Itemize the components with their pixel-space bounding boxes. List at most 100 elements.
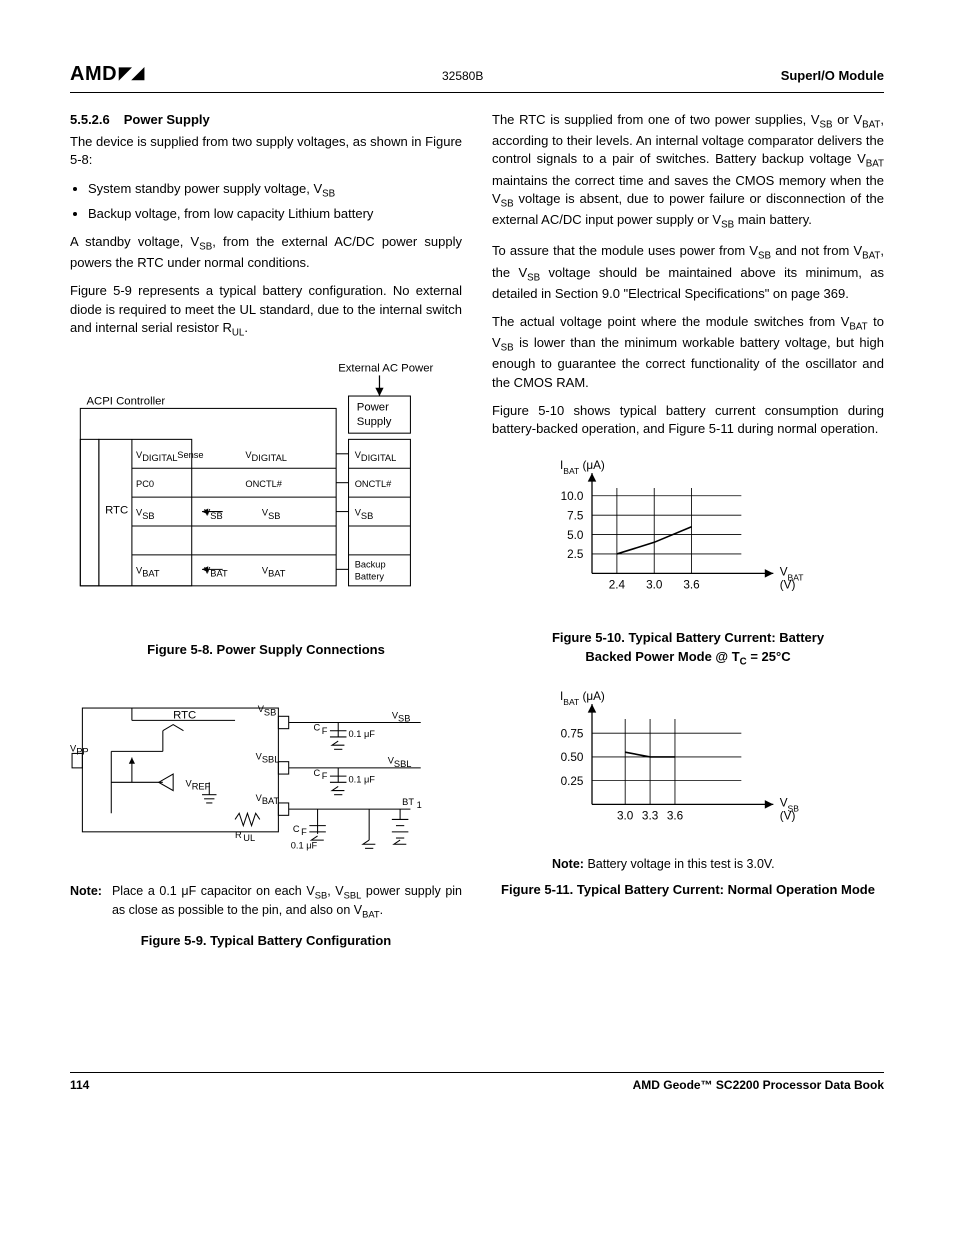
- bullet-list: System standby power supply voltage, VSB…: [88, 180, 462, 223]
- logo-glyph-icon: ◤◢: [119, 63, 145, 85]
- svg-text:3.0: 3.0: [646, 578, 663, 591]
- left-column: 5.5.2.6 Power Supply The device is suppli…: [70, 111, 462, 962]
- svg-text:DIGITAL: DIGITAL: [142, 453, 177, 463]
- list-item: Backup voltage, from low capacity Lithiu…: [88, 205, 462, 223]
- section-heading: 5.5.2.6 Power Supply: [70, 111, 462, 129]
- svg-text:3.3: 3.3: [642, 809, 658, 822]
- svg-text:(V): (V): [780, 578, 796, 591]
- svg-text:0.50: 0.50: [561, 751, 584, 764]
- svg-text:SB: SB: [210, 511, 222, 521]
- battery-current-chart-510: 2.55.07.510.02.43.03.6IBAT (μA)VBAT (V): [492, 456, 884, 616]
- right-column: The RTC is supplied from one of two powe…: [492, 111, 884, 962]
- svg-text:10.0: 10.0: [561, 490, 584, 503]
- figure-caption: Figure 5-8. Power Supply Connections: [70, 641, 462, 659]
- figure-5-9: RTC VPP VREF: [70, 677, 462, 950]
- svg-text:ACPI Controller: ACPI Controller: [87, 395, 166, 407]
- svg-text:ONCTL#: ONCTL#: [355, 479, 392, 489]
- section-number: 5.5.2.6: [70, 112, 110, 127]
- svg-text:PP: PP: [76, 747, 88, 757]
- svg-text:SB: SB: [268, 511, 280, 521]
- note-text: Place a 0.1 μF capacitor on each VSB, VS…: [112, 883, 462, 922]
- figure-caption: Figure 5-11. Typical Battery Current: No…: [492, 881, 884, 899]
- svg-text:Battery: Battery: [355, 572, 385, 582]
- paragraph: To assure that the module uses power fro…: [492, 242, 884, 303]
- svg-text:SB: SB: [142, 511, 154, 521]
- svg-text:BAT: BAT: [268, 569, 286, 579]
- amd-logo: AMD◤◢: [70, 60, 145, 88]
- svg-text:R: R: [235, 830, 242, 840]
- svg-text:0.1 μF: 0.1 μF: [349, 729, 376, 739]
- chart-note: Note: Note: Battery voltage in this test…: [492, 856, 884, 874]
- svg-text:IBAT (μA): IBAT (μA): [560, 459, 605, 476]
- svg-text:BT: BT: [402, 797, 414, 807]
- list-item: System standby power supply voltage, VSB: [88, 180, 462, 201]
- svg-text:0.1 μF: 0.1 μF: [349, 775, 376, 785]
- svg-text:SB: SB: [361, 511, 373, 521]
- battery-current-chart-511: 0.250.500.753.03.33.6IBAT (μA)VSB(V): [492, 687, 884, 847]
- svg-text:PC0: PC0: [136, 479, 154, 489]
- paragraph: The RTC is supplied from one of two powe…: [492, 111, 884, 232]
- paragraph: Figure 5-10 shows typical battery curren…: [492, 402, 884, 438]
- svg-text:UL: UL: [243, 834, 255, 844]
- power-supply-diagram: External AC Power Power Supply ACPI Cont…: [70, 358, 462, 628]
- svg-text:DIGITAL: DIGITAL: [361, 453, 396, 463]
- content-columns: 5.5.2.6 Power Supply The device is suppli…: [70, 111, 884, 962]
- svg-text:BAT: BAT: [262, 796, 280, 806]
- svg-text:5.0: 5.0: [567, 529, 584, 542]
- svg-text:RTC: RTC: [173, 710, 196, 722]
- svg-text:Supply: Supply: [357, 416, 392, 428]
- svg-text:F: F: [301, 827, 307, 837]
- figure-5-10: 2.55.07.510.02.43.03.6IBAT (μA)VBAT (V) …: [492, 456, 884, 669]
- paragraph: The device is supplied from two supply v…: [70, 133, 462, 169]
- figure-caption: Figure 5-9. Typical Battery Configuratio…: [70, 932, 462, 950]
- svg-text:0.25: 0.25: [561, 775, 584, 788]
- page-footer: 114 AMD Geode™ SC2200 Processor Data Boo…: [70, 1072, 884, 1094]
- doc-number: 32580B: [442, 68, 483, 85]
- paragraph: A standby voltage, VSB, from the externa…: [70, 233, 462, 272]
- figure-5-11: 0.250.500.753.03.33.6IBAT (μA)VSB(V) Not…: [492, 687, 884, 900]
- figure-5-8: External AC Power Power Supply ACPI Cont…: [70, 358, 462, 659]
- svg-text:C: C: [313, 769, 320, 779]
- section-title: Power Supply: [124, 112, 210, 127]
- svg-text:0.75: 0.75: [561, 727, 584, 740]
- svg-text:IBAT (μA): IBAT (μA): [560, 690, 605, 707]
- svg-text:7.5: 7.5: [567, 510, 584, 523]
- paragraph: Figure 5-9 represents a typical battery …: [70, 282, 462, 340]
- svg-text:SBL: SBL: [262, 755, 280, 765]
- svg-text:REF: REF: [192, 782, 211, 792]
- book-name: AMD Geode™ SC2200 Processor Data Book: [633, 1077, 884, 1094]
- svg-text:BAT: BAT: [142, 569, 160, 579]
- battery-config-diagram: RTC VPP VREF: [70, 677, 462, 867]
- svg-text:Power: Power: [357, 401, 389, 413]
- svg-text:F: F: [322, 726, 328, 736]
- figure-caption: Figure 5-10. Typical Battery Current: Ba…: [492, 629, 884, 668]
- svg-text:SB: SB: [264, 708, 276, 718]
- logo-text: AMD: [70, 60, 117, 88]
- svg-text:3.6: 3.6: [667, 809, 683, 822]
- page-header: AMD◤◢ 32580B SuperI/O Module: [70, 60, 884, 93]
- svg-text:3.0: 3.0: [617, 809, 634, 822]
- svg-text:DIGITAL: DIGITAL: [252, 453, 287, 463]
- note-label: Note:: [70, 883, 102, 922]
- svg-text:(V): (V): [780, 809, 796, 822]
- svg-text:Backup: Backup: [355, 559, 386, 569]
- svg-text:C: C: [313, 723, 320, 733]
- page-number: 114: [70, 1077, 89, 1094]
- svg-text:F: F: [322, 772, 328, 782]
- svg-text:ONCTL#: ONCTL#: [245, 479, 282, 489]
- paragraph: The actual voltage point where the modul…: [492, 313, 884, 392]
- svg-text:2.5: 2.5: [567, 548, 584, 561]
- svg-text:0.1 μF: 0.1 μF: [291, 841, 318, 851]
- svg-text:SBL: SBL: [394, 759, 412, 769]
- svg-text:Sense: Sense: [177, 450, 203, 460]
- svg-text:BAT: BAT: [210, 569, 228, 579]
- svg-text:1: 1: [417, 800, 422, 810]
- ext-ac-label: External AC Power: [338, 362, 433, 374]
- svg-text:RTC: RTC: [105, 505, 128, 517]
- svg-text:3.6: 3.6: [683, 578, 699, 591]
- module-name: SuperI/O Module: [781, 67, 884, 85]
- svg-text:SB: SB: [398, 714, 410, 724]
- svg-text:2.4: 2.4: [609, 578, 626, 591]
- figure-note: Note: Place a 0.1 μF capacitor on each V…: [70, 883, 462, 922]
- svg-text:C: C: [293, 824, 300, 834]
